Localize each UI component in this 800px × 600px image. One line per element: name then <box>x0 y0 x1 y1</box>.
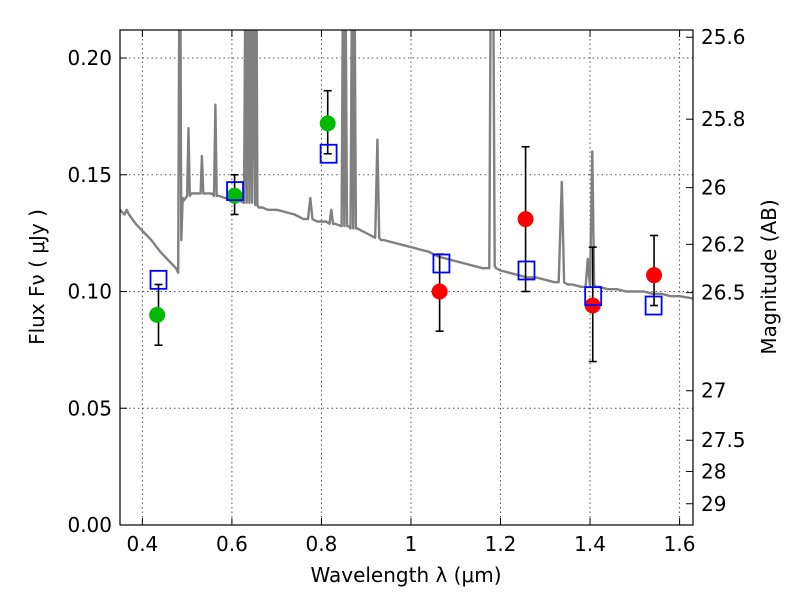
x-axis-label: Wavelength λ (μm) <box>310 563 501 587</box>
model-square <box>644 295 663 316</box>
y2-tick-label: 26.5 <box>701 281 746 305</box>
x-tick-label: 0.4 <box>126 532 158 556</box>
data-point <box>646 267 663 284</box>
x-tick-label: 0.6 <box>216 532 248 556</box>
y2-tick-label: 27.5 <box>701 428 746 452</box>
y2-tick-label: 28 <box>701 460 726 484</box>
axis-ticks: 0.4 0.6 0.8 1 1.2 1.4 1.6 0.00 0.05 0.10 0.15 0.20 2… <box>67 25 745 556</box>
y2-tick-label: 27 <box>701 379 726 403</box>
y2-tick-label: 26.2 <box>701 232 746 256</box>
y-tick-label: 0.10 <box>67 280 112 304</box>
spectrum-line <box>120 30 693 300</box>
model-square <box>319 143 338 164</box>
plot-area <box>120 30 693 525</box>
y-tick-label: 0.20 <box>67 46 112 70</box>
data-point <box>226 187 243 204</box>
model-square <box>584 286 603 307</box>
model-square <box>432 253 451 274</box>
model-square <box>226 181 244 202</box>
y2-tick-label: 25.8 <box>701 107 746 131</box>
data-point <box>517 211 534 228</box>
y2-tick-label: 25.6 <box>701 25 746 49</box>
model-squares <box>149 143 663 316</box>
data-point <box>149 306 166 323</box>
data-point <box>319 115 336 132</box>
data-points <box>149 115 663 323</box>
x-tick-label: 1.2 <box>485 532 517 556</box>
x-tick-label: 0.8 <box>306 532 338 556</box>
model-square <box>517 260 536 281</box>
x-tick-label: 1.4 <box>574 532 606 556</box>
model-square <box>149 269 168 290</box>
data-point <box>431 283 448 300</box>
y-tick-label: 0.00 <box>67 513 112 537</box>
y-axis-label: Flux Fν ( μJy ) <box>25 209 49 345</box>
y-tick-label: 0.05 <box>67 396 112 420</box>
y2-tick-label: 26 <box>701 176 726 200</box>
x-tick-label: 1 <box>405 532 418 556</box>
y2-axis-label: Magnitude (AB) <box>757 199 781 354</box>
y2-tick-label: 29 <box>701 492 726 516</box>
plot-frame <box>119 29 694 526</box>
y-tick-label: 0.15 <box>67 163 112 187</box>
x-tick-label: 1.6 <box>664 532 696 556</box>
